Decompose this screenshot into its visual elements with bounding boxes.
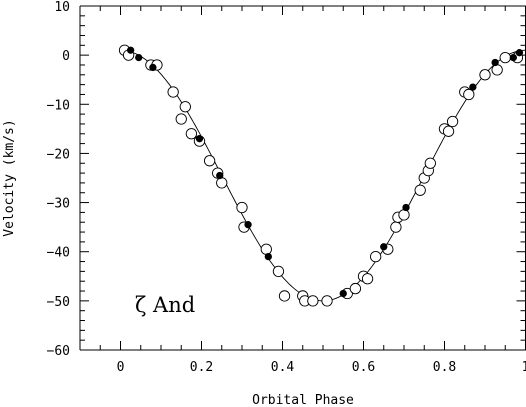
x-tick-label: 0.2: [190, 360, 213, 375]
x-tick-label: 0.4: [271, 360, 295, 375]
x-tick-label: 1: [522, 360, 526, 375]
open-data-point: [278, 290, 291, 302]
y-tick-label: 10: [54, 0, 70, 15]
axis-ticks: [79, 5, 526, 351]
open-data-point: [499, 51, 511, 64]
data-points: [118, 44, 524, 307]
open-data-point: [369, 250, 382, 263]
y-tick-label: −30: [47, 197, 70, 212]
open-data-point: [491, 64, 503, 76]
open-data-point: [414, 184, 426, 196]
filled-data-point: [149, 63, 157, 72]
y-axis-title: Velocity (km/s): [2, 119, 17, 236]
open-data-point: [321, 295, 333, 307]
x-tick-label: 0.8: [433, 360, 456, 375]
y-tick-label: −60: [47, 344, 70, 359]
y-tick-label: −10: [47, 98, 70, 113]
filled-data-point: [216, 171, 224, 180]
open-data-point: [185, 128, 198, 140]
open-data-point: [167, 86, 179, 98]
open-data-point: [272, 265, 285, 278]
filled-data-point: [126, 46, 135, 54]
y-tick-label: 0: [62, 49, 70, 64]
open-data-point: [203, 155, 216, 167]
filled-data-point: [491, 58, 499, 67]
filled-data-point: [264, 252, 272, 261]
open-data-point: [424, 157, 436, 169]
open-data-point: [175, 113, 187, 125]
open-data-point: [446, 115, 459, 128]
filled-data-point: [339, 289, 347, 298]
y-tick-label: −50: [47, 295, 70, 310]
filled-data-point: [515, 49, 524, 57]
y-tick-label: −40: [47, 246, 70, 261]
open-data-point: [260, 243, 272, 255]
star-annotation: ζ And: [135, 293, 195, 317]
open-data-point: [398, 209, 410, 221]
filled-data-point: [469, 83, 477, 91]
x-axis-title: Orbital Phase: [252, 393, 354, 407]
open-data-point: [307, 295, 319, 307]
open-data-point: [442, 125, 455, 137]
filled-data-point: [135, 53, 143, 62]
open-data-point: [390, 221, 402, 233]
open-data-point: [479, 69, 491, 81]
open-data-point: [361, 273, 374, 285]
open-data-point: [463, 88, 475, 101]
open-data-point: [349, 282, 362, 295]
tick-labels: 0 0.2 0.4 0.6 0.8 1 10 0 −10 −20 −30 −40 −50 −60: [47, 0, 526, 375]
filled-data-point: [402, 203, 410, 212]
filled-data-point: [195, 135, 204, 143]
filled-data-point: [509, 53, 517, 62]
open-data-point: [236, 201, 248, 214]
filled-data-point: [244, 221, 252, 229]
x-tick-label: 0.6: [352, 360, 375, 375]
y-tick-label: −20: [47, 147, 70, 162]
filled-data-point: [380, 243, 388, 251]
x-tick-label: 0: [117, 360, 125, 375]
open-data-point: [179, 101, 191, 113]
open-data-point: [216, 177, 228, 189]
